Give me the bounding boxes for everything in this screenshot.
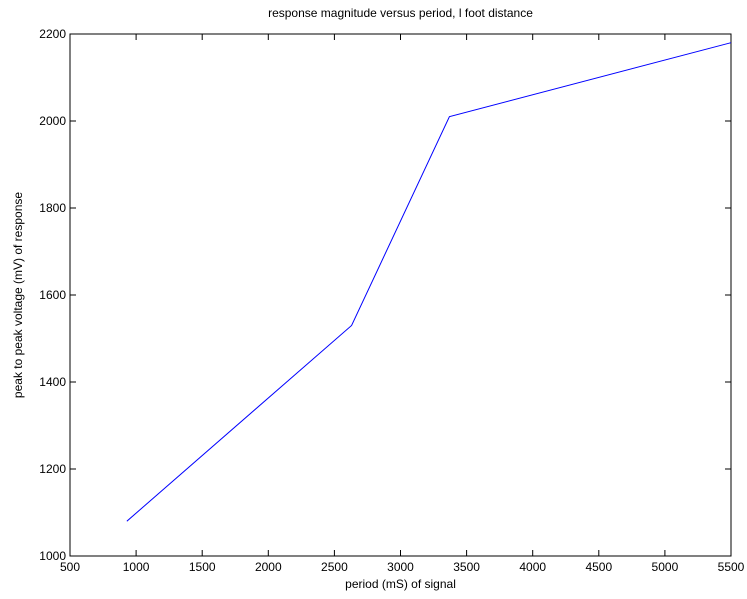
y-tick-label-1200: 1200 xyxy=(39,462,66,476)
y-tick-label-1800: 1800 xyxy=(39,201,66,215)
axis-ticks: 500 1000 1500 2000 2500 3000 3500 4000 4500 5000 5… xyxy=(39,27,744,574)
y-tick-label-2000: 2000 xyxy=(39,114,66,128)
x-tick-label-5000: 5000 xyxy=(652,560,679,574)
x-tick-label-1000: 1000 xyxy=(123,560,150,574)
y-tick-label-1600: 1600 xyxy=(39,288,66,302)
x-tick-label-2000: 2000 xyxy=(255,560,282,574)
x-tick-label-1500: 1500 xyxy=(189,560,216,574)
x-tick-label-3000: 3000 xyxy=(387,560,414,574)
y-tick-label-1400: 1400 xyxy=(39,375,66,389)
x-tick-label-4000: 4000 xyxy=(519,560,546,574)
series-line-0 xyxy=(126,42,732,522)
series-layer xyxy=(126,42,732,522)
x-tick-label-4500: 4500 xyxy=(585,560,612,574)
x-tick-label-3500: 3500 xyxy=(453,560,480,574)
x-tick-label-2500: 2500 xyxy=(321,560,348,574)
chart-title: response magnitude versus period, l foot… xyxy=(268,6,533,20)
x-tick-label-5500: 5500 xyxy=(718,560,745,574)
x-axis-label: period (mS) of signal xyxy=(345,577,456,591)
y-tick-label-2200: 2200 xyxy=(39,27,66,41)
y-tick-label-1000: 1000 xyxy=(39,549,66,563)
y-axis-label: peak to peak voltage (mV) of response xyxy=(11,192,25,398)
x-tick-label-500: 500 xyxy=(60,560,80,574)
